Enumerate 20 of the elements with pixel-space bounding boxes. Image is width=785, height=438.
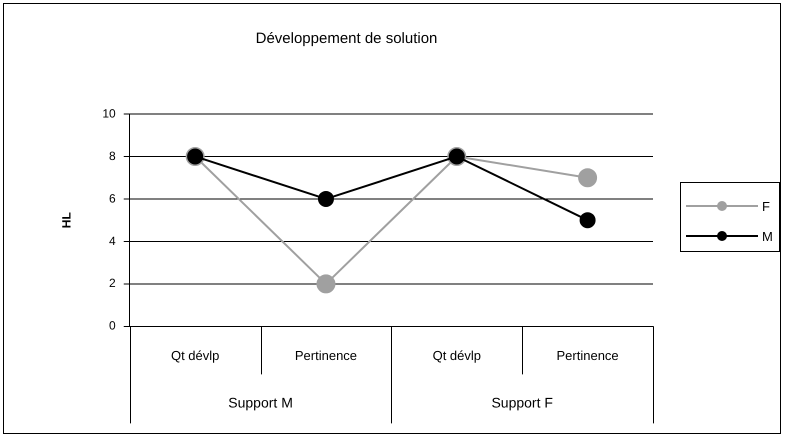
text: M bbox=[762, 228, 773, 244]
point bbox=[580, 212, 596, 228]
x-tick-label: Pertinence bbox=[556, 348, 619, 363]
text: Support M bbox=[228, 394, 293, 410]
x-tick-label: Qt dévlp bbox=[170, 348, 220, 363]
y-tick-label: 2 bbox=[109, 276, 116, 290]
y-tick-label: 6 bbox=[109, 191, 116, 206]
x-tick-label: Pertinence bbox=[294, 348, 358, 363]
point bbox=[318, 190, 334, 207]
y-axis-title: HL bbox=[60, 212, 74, 228]
y-tick-label: 0 bbox=[109, 318, 116, 333]
chart-title: Développement de solution bbox=[256, 30, 438, 48]
y-tick-label: 4 bbox=[109, 234, 116, 248]
y-tick-label: 8 bbox=[109, 148, 116, 163]
point bbox=[316, 274, 336, 294]
y-tick-label: 10 bbox=[102, 106, 116, 120]
text: F bbox=[762, 198, 770, 214]
point bbox=[578, 168, 598, 188]
text: Support F bbox=[491, 394, 553, 410]
x-tick-label: Qt dévlp bbox=[432, 348, 481, 363]
